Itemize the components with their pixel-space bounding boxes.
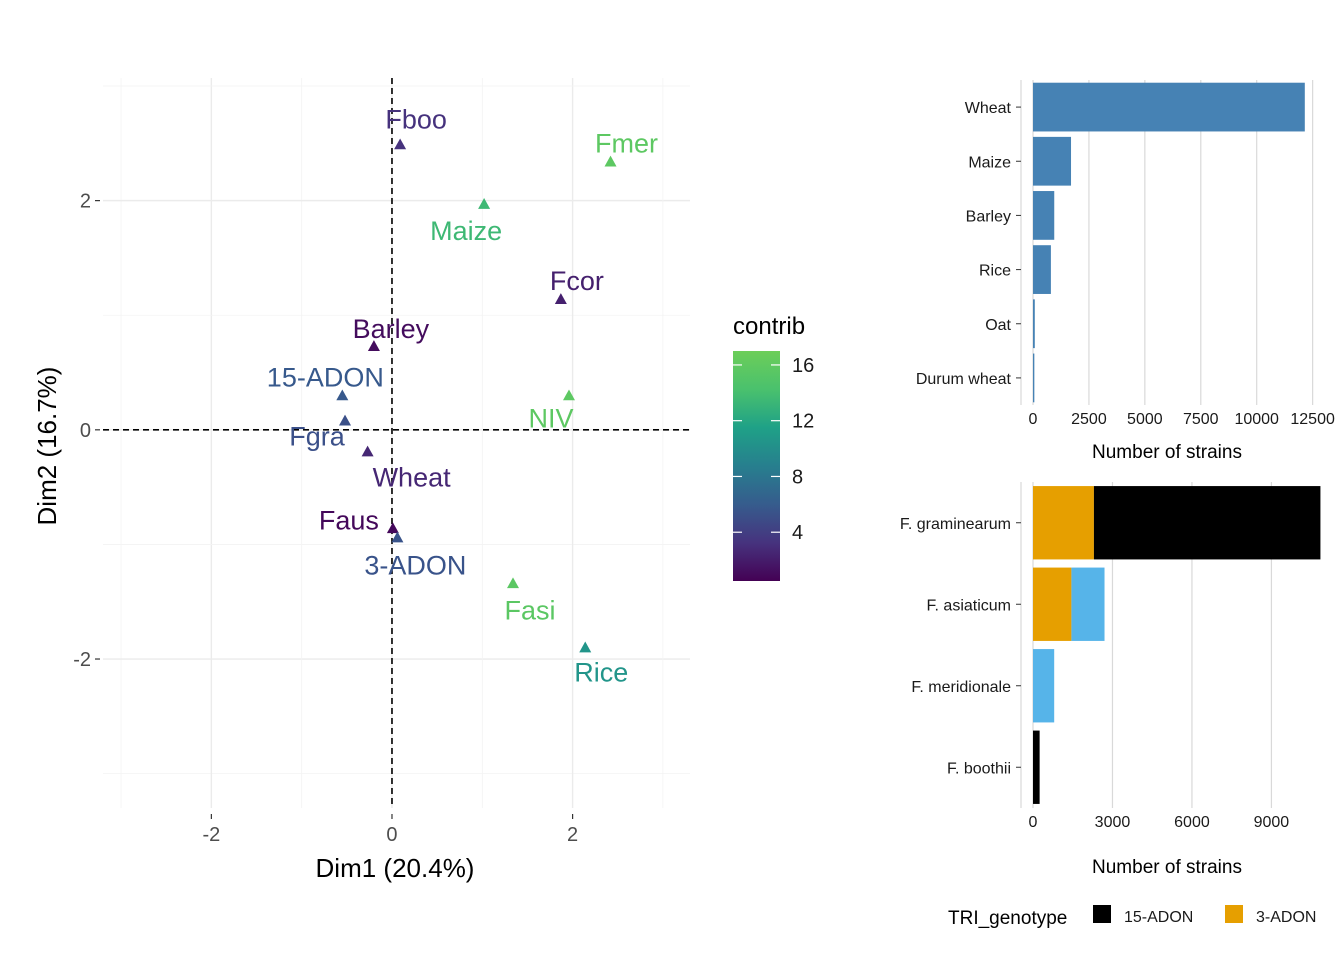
pca-x-tick-label: 2 xyxy=(567,824,578,846)
pca-x-axis-title: Dim1 (20.4%) xyxy=(316,853,475,883)
pca-y-axis-title: Dim2 (16.7%) xyxy=(32,367,62,526)
pca-x-tick-label: -2 xyxy=(202,824,220,846)
bar-segment xyxy=(1033,567,1072,641)
genotype-legend-label: 15-ADON xyxy=(1124,909,1193,926)
contrib-tick-label: 12 xyxy=(792,411,814,433)
host-bar-chart: 0 2500 5000 7500 10000 12500 Wheat Maize Barley R… xyxy=(916,80,1335,463)
pca-point-maize xyxy=(478,198,491,209)
pca-y-tick-label: 0 xyxy=(80,420,91,442)
bar-category-label: Oat xyxy=(985,317,1011,334)
pca-y-tick-label: 2 xyxy=(80,191,91,213)
pca-point-fgra xyxy=(339,414,352,426)
genotype-legend: TRI_genotype 15-ADON 3-ADON xyxy=(948,905,1316,929)
bar-category-label: Durum wheat xyxy=(916,371,1012,388)
bar-category-label: F. graminearum xyxy=(900,516,1011,533)
bar-segment xyxy=(1033,486,1094,560)
contrib-legend-ticks: 4 8 12 16 xyxy=(733,355,814,544)
bar xyxy=(1033,299,1035,349)
bar-category-label: F. boothii xyxy=(947,760,1011,777)
pca-point-wheat xyxy=(361,445,374,457)
pca-point-label: 15-ADON xyxy=(267,362,384,392)
species-bar-x-axis-title: Number of strains xyxy=(1092,857,1242,878)
bar xyxy=(1033,191,1055,240)
pca-point-label: 3-ADON xyxy=(364,551,466,581)
pca-point-fasi xyxy=(506,577,519,589)
species-bar-chart: 0 3000 6000 9000 F. graminearum F. asiaticum F… xyxy=(900,482,1321,878)
pca-x-tick-label: 0 xyxy=(386,824,397,846)
pca-point-rice xyxy=(579,641,592,653)
bar-segment xyxy=(1033,730,1040,804)
bar-x-tick-label: 12500 xyxy=(1290,411,1335,428)
pca-point-label: Wheat xyxy=(373,463,452,493)
bar-x-tick-label: 6000 xyxy=(1174,814,1210,831)
pca-point-fmer xyxy=(604,155,617,167)
pca-point-label: NIV xyxy=(528,403,573,433)
pca-point-labels: Fboo Fmer Maize Fcor Barley 15-ADON NIV Fgra Whe… xyxy=(267,104,658,687)
pca-point-niv xyxy=(562,389,575,401)
species-bar-tick-labels: 0 3000 6000 9000 F. graminearum F. asiaticum F… xyxy=(900,516,1289,831)
bar-category-label: F. asiaticum xyxy=(927,597,1011,614)
bar-segment xyxy=(1093,486,1321,560)
genotype-legend-label: 3-ADON xyxy=(1256,909,1316,926)
bar-category-label: Barley xyxy=(966,208,1011,225)
bar-x-tick-label: 2500 xyxy=(1071,411,1107,428)
pca-tick-labels: -2 0 2 -2 0 2 xyxy=(73,191,578,846)
pca-point-label: Fgra xyxy=(289,422,346,452)
host-bars xyxy=(1033,82,1305,403)
bar-x-tick-label: 10000 xyxy=(1234,411,1279,428)
bar-x-tick-label: 3000 xyxy=(1095,814,1131,831)
pca-biplot: Fboo Fmer Maize Fcor Barley 15-ADON NIV Fgra Whe… xyxy=(32,78,690,883)
pca-point-label: Fasi xyxy=(504,595,555,625)
contrib-tick-label: 8 xyxy=(792,466,803,488)
pca-point-barley xyxy=(367,340,380,351)
pca-y-tick-label: -2 xyxy=(73,649,91,671)
pca-point-label: Fmer xyxy=(595,129,658,159)
contrib-colorbar xyxy=(733,351,780,581)
contrib-color-legend: contrib 4 8 12 16 xyxy=(733,313,814,581)
bar-segment xyxy=(1033,649,1055,723)
bar-category-label: Rice xyxy=(979,263,1011,280)
pca-point-label: Fboo xyxy=(385,104,447,134)
bar xyxy=(1033,136,1072,186)
bar-category-label: Maize xyxy=(968,154,1011,171)
pca-point-label: Fcor xyxy=(550,266,604,296)
pca-points xyxy=(336,138,617,653)
bar xyxy=(1033,353,1035,403)
pca-point-15-adon xyxy=(336,389,349,401)
contrib-legend-title: contrib xyxy=(733,313,805,340)
genotype-legend-items: 15-ADON 3-ADON xyxy=(1093,905,1316,926)
bar-x-tick-label: 0 xyxy=(1029,411,1038,428)
pca-point-label: Faus xyxy=(319,505,379,535)
pca-reference-lines xyxy=(103,78,690,808)
contrib-tick-label: 16 xyxy=(792,355,814,377)
pca-point-fboo xyxy=(394,138,407,150)
bar-x-tick-label: 0 xyxy=(1029,814,1038,831)
pca-point-label: Barley xyxy=(353,314,430,344)
pca-point-label: Rice xyxy=(574,658,628,688)
pca-point-fcor xyxy=(554,293,567,304)
bar-category-label: F. meridionale xyxy=(911,679,1011,696)
contrib-tick-label: 4 xyxy=(792,522,803,544)
bar-x-tick-label: 9000 xyxy=(1254,814,1290,831)
pca-point-label: Maize xyxy=(430,216,502,246)
genotype-legend-swatch xyxy=(1225,905,1243,923)
pca-grid xyxy=(103,78,690,808)
pca-point-3-adon xyxy=(391,531,404,543)
host-bar-tick-labels: 0 2500 5000 7500 10000 12500 Wheat Maize Barley R… xyxy=(916,100,1335,428)
host-bar-grid xyxy=(1020,80,1314,405)
bar-segment xyxy=(1071,567,1105,641)
bar-category-label: Wheat xyxy=(965,100,1012,117)
pca-point-faus xyxy=(386,522,399,534)
genotype-legend-title: TRI_genotype xyxy=(948,908,1067,929)
genotype-legend-swatch xyxy=(1093,905,1111,923)
bar xyxy=(1033,82,1305,132)
bar-x-tick-label: 5000 xyxy=(1127,411,1163,428)
bar-x-tick-label: 7500 xyxy=(1183,411,1219,428)
host-bar-x-axis-title: Number of strains xyxy=(1092,442,1242,463)
species-bars xyxy=(1033,486,1321,804)
bar xyxy=(1033,245,1051,294)
